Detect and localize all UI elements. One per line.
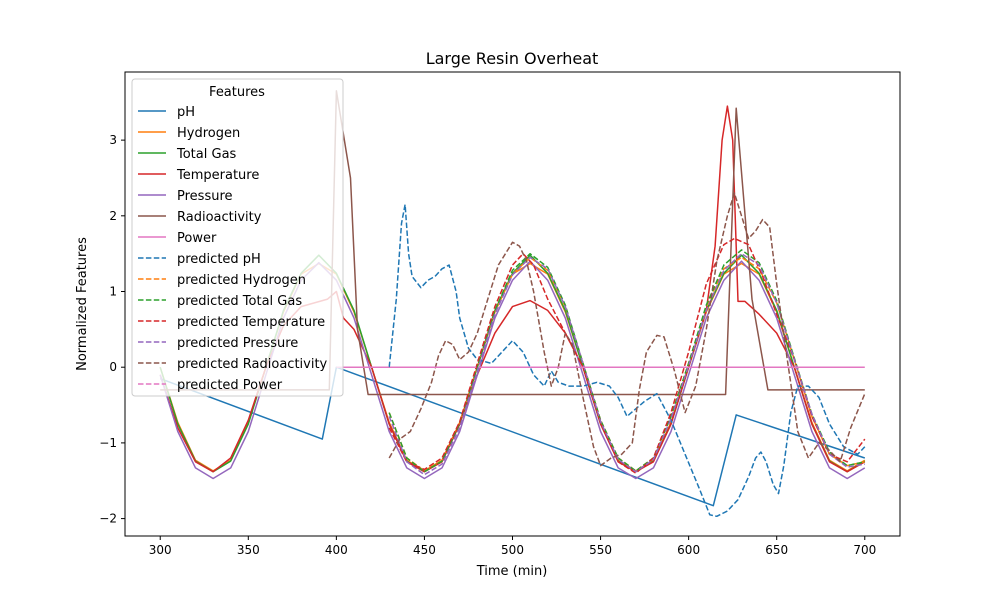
series-line-predicted-temperature	[388, 237, 866, 474]
legend-label: predicted Temperature	[177, 315, 325, 330]
legend-item-power: Power	[138, 231, 217, 246]
legend-item-ph: pH	[138, 105, 195, 120]
x-tick-label: 400	[325, 543, 348, 557]
chart-title: Large Resin Overheat	[426, 49, 599, 68]
legend-label: predicted Hydrogen	[177, 273, 306, 288]
legend-title: Features	[209, 85, 265, 100]
series-line-predicted-radioactivity	[388, 192, 866, 467]
legend-label: pH	[177, 105, 195, 120]
x-tick-label: 550	[589, 543, 612, 557]
x-axis-label: Time (min)	[476, 564, 548, 579]
x-axis-ticks: 300 350 400 450 500 550 600 650 700	[149, 536, 876, 557]
y-axis-ticks: −2 −1 0 1 2 3	[99, 133, 125, 526]
series-line-predicted-pressure	[388, 252, 865, 476]
legend-label: predicted Power	[177, 378, 283, 393]
x-tick-label: 300	[149, 543, 172, 557]
y-tick-label: −1	[99, 436, 117, 450]
y-tick-label: 0	[109, 360, 117, 374]
legend-item-predicted-hydrogen: predicted Hydrogen	[138, 273, 306, 288]
legend-frame	[131, 78, 344, 397]
legend-item-predicted-radioactivity: predicted Radioactivity	[138, 357, 328, 372]
legend-label: predicted pH	[177, 252, 261, 267]
x-tick-label: 500	[501, 543, 524, 557]
legend-label: Hydrogen	[177, 126, 240, 141]
x-tick-label: 700	[853, 543, 876, 557]
legend-item-predicted-ph: predicted pH	[138, 252, 261, 267]
y-tick-label: 1	[109, 285, 117, 299]
series-line-ph	[159, 366, 866, 507]
legend-item-predicted-temperature: predicted Temperature	[138, 315, 325, 330]
legend-label: predicted Total Gas	[177, 294, 302, 309]
legend-label: Total Gas	[176, 147, 237, 162]
y-tick-label: −2	[99, 512, 117, 526]
legend-label: Temperature	[176, 168, 259, 183]
legend-label: Power	[177, 231, 217, 246]
legend-items: pH Hydrogen Total Gas Temperature Pressure Ra…	[138, 105, 328, 393]
legend-item-pressure: Pressure	[138, 189, 233, 204]
legend-item-total-gas: Total Gas	[138, 147, 237, 162]
legend-label: predicted Radioactivity	[177, 357, 328, 372]
x-tick-label: 600	[677, 543, 700, 557]
x-tick-label: 450	[413, 543, 436, 557]
y-tick-label: 3	[109, 133, 117, 147]
legend-label: Radioactivity	[177, 210, 262, 225]
legend: Features pH Hydrogen Total Gas Temperature P…	[131, 78, 344, 397]
series-line-predicted-ph	[388, 203, 866, 518]
y-tick-label: 2	[109, 209, 117, 223]
legend-item-predicted-power: predicted Power	[138, 378, 283, 393]
legend-item-predicted-total-gas: predicted Total Gas	[138, 294, 302, 309]
legend-label: predicted Pressure	[177, 336, 298, 351]
x-tick-label: 650	[765, 543, 788, 557]
x-tick-label: 350	[237, 543, 260, 557]
legend-item-hydrogen: Hydrogen	[138, 126, 240, 141]
legend-item-predicted-pressure: predicted Pressure	[138, 336, 298, 351]
legend-label: Pressure	[177, 189, 233, 204]
y-axis-label: Normalized Features	[75, 237, 90, 371]
legend-item-radioactivity: Radioactivity	[138, 210, 262, 225]
legend-item-temperature: Temperature	[138, 168, 259, 183]
